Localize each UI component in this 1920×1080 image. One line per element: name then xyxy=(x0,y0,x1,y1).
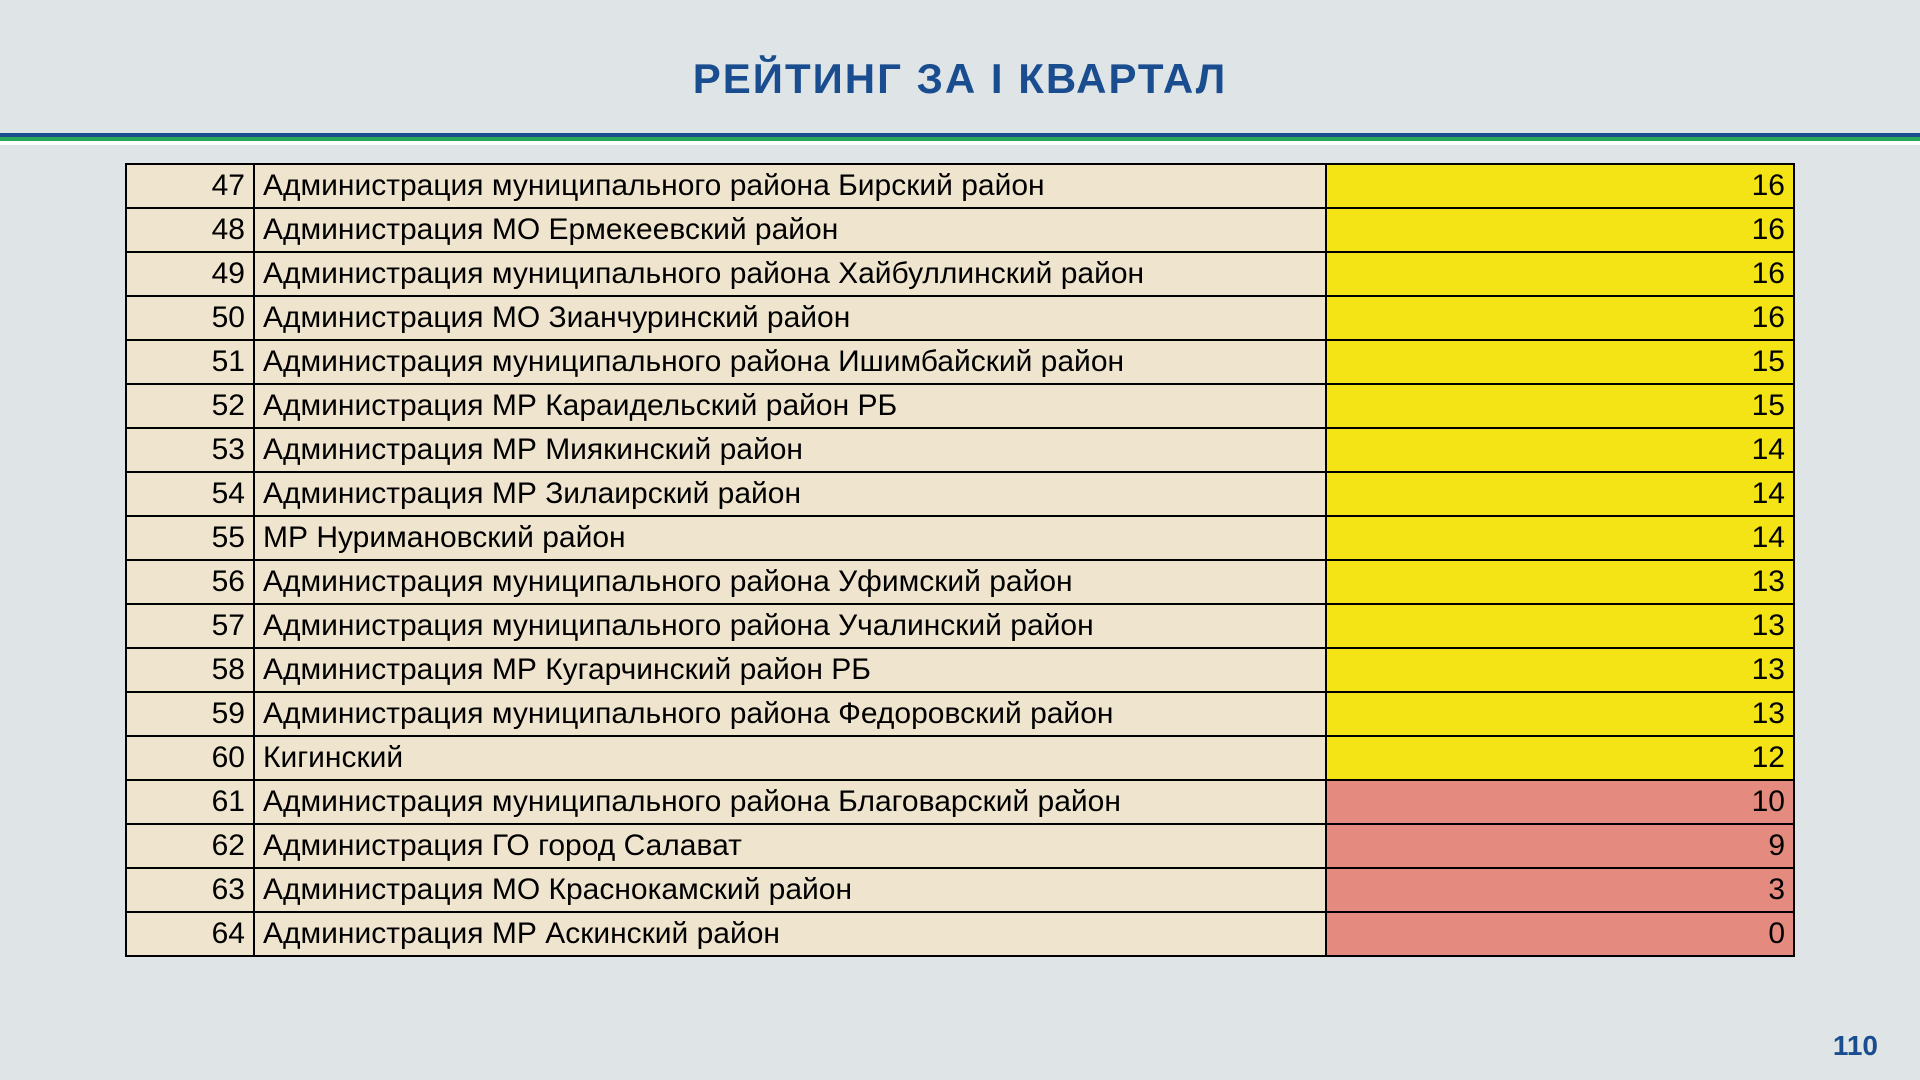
name-cell: Администрация муниципального района Учал… xyxy=(254,604,1326,648)
score-cell: 10 xyxy=(1326,780,1794,824)
score-cell: 16 xyxy=(1326,208,1794,252)
rank-cell: 53 xyxy=(126,428,254,472)
table-row: 52Администрация МР Караидельский район Р… xyxy=(126,384,1794,428)
table-row: 49Администрация муниципального района Ха… xyxy=(126,252,1794,296)
table-row: 59Администрация муниципального района Фе… xyxy=(126,692,1794,736)
table-row: 53Администрация МР Миякинский район14 xyxy=(126,428,1794,472)
rank-cell: 58 xyxy=(126,648,254,692)
name-cell: Администрация муниципального района Бирс… xyxy=(254,164,1326,208)
rank-cell: 57 xyxy=(126,604,254,648)
rating-table-body: 47Администрация муниципального района Би… xyxy=(126,164,1794,956)
score-cell: 14 xyxy=(1326,428,1794,472)
name-cell: Администрация муниципального района Благ… xyxy=(254,780,1326,824)
rank-cell: 48 xyxy=(126,208,254,252)
name-cell: Администрация ГО город Салават xyxy=(254,824,1326,868)
score-cell: 16 xyxy=(1326,296,1794,340)
table-row: 58Администрация МР Кугарчинский район РБ… xyxy=(126,648,1794,692)
table-row: 57Администрация муниципального района Уч… xyxy=(126,604,1794,648)
name-cell: Администрация МО Ермекеевский район xyxy=(254,208,1326,252)
rank-cell: 61 xyxy=(126,780,254,824)
table-row: 55МР Нуримановский район14 xyxy=(126,516,1794,560)
table-row: 51Администрация муниципального района Иш… xyxy=(126,340,1794,384)
score-cell: 16 xyxy=(1326,164,1794,208)
rating-table: 47Администрация муниципального района Би… xyxy=(125,163,1795,957)
table-row: 64Администрация МР Аскинский район0 xyxy=(126,912,1794,956)
score-cell: 9 xyxy=(1326,824,1794,868)
name-cell: Администрация МР Миякинский район xyxy=(254,428,1326,472)
rank-cell: 64 xyxy=(126,912,254,956)
page-title: РЕЙТИНГ ЗА I КВАРТАЛ xyxy=(0,0,1920,133)
score-cell: 3 xyxy=(1326,868,1794,912)
score-cell: 13 xyxy=(1326,560,1794,604)
rank-cell: 52 xyxy=(126,384,254,428)
name-cell: Администрация МР Караидельский район РБ xyxy=(254,384,1326,428)
rank-cell: 56 xyxy=(126,560,254,604)
table-row: 63Администрация МО Краснокамский район3 xyxy=(126,868,1794,912)
rank-cell: 50 xyxy=(126,296,254,340)
name-cell: Администрация муниципального района Ишим… xyxy=(254,340,1326,384)
rank-cell: 54 xyxy=(126,472,254,516)
rank-cell: 55 xyxy=(126,516,254,560)
score-cell: 13 xyxy=(1326,692,1794,736)
table-row: 50Администрация МО Зианчуринский район16 xyxy=(126,296,1794,340)
rank-cell: 49 xyxy=(126,252,254,296)
table-row: 56Администрация муниципального района Уф… xyxy=(126,560,1794,604)
score-cell: 13 xyxy=(1326,604,1794,648)
rating-table-wrap: 47Администрация муниципального района Би… xyxy=(125,163,1795,957)
score-cell: 15 xyxy=(1326,384,1794,428)
score-cell: 14 xyxy=(1326,472,1794,516)
rank-cell: 62 xyxy=(126,824,254,868)
table-row: 48Администрация МО Ермекеевский район16 xyxy=(126,208,1794,252)
table-row: 62Администрация ГО город Салават9 xyxy=(126,824,1794,868)
name-cell: Администрация МР Аскинский район xyxy=(254,912,1326,956)
table-row: 60Кигинский12 xyxy=(126,736,1794,780)
rank-cell: 60 xyxy=(126,736,254,780)
table-row: 47Администрация муниципального района Би… xyxy=(126,164,1794,208)
name-cell: Администрация МО Краснокамский район xyxy=(254,868,1326,912)
name-cell: Администрация МО Зианчуринский район xyxy=(254,296,1326,340)
score-cell: 15 xyxy=(1326,340,1794,384)
score-cell: 12 xyxy=(1326,736,1794,780)
name-cell: Кигинский xyxy=(254,736,1326,780)
decor-lines xyxy=(0,133,1920,145)
name-cell: МР Нуримановский район xyxy=(254,516,1326,560)
rank-cell: 63 xyxy=(126,868,254,912)
rank-cell: 51 xyxy=(126,340,254,384)
name-cell: Администрация МР Зилаирский район xyxy=(254,472,1326,516)
name-cell: Администрация МР Кугарчинский район РБ xyxy=(254,648,1326,692)
score-cell: 14 xyxy=(1326,516,1794,560)
score-cell: 13 xyxy=(1326,648,1794,692)
slide: РЕЙТИНГ ЗА I КВАРТАЛ 47Администрация мун… xyxy=(0,0,1920,1080)
table-row: 61Администрация муниципального района Бл… xyxy=(126,780,1794,824)
table-row: 54Администрация МР Зилаирский район14 xyxy=(126,472,1794,516)
rank-cell: 59 xyxy=(126,692,254,736)
score-cell: 16 xyxy=(1326,252,1794,296)
rank-cell: 47 xyxy=(126,164,254,208)
name-cell: Администрация муниципального района Хайб… xyxy=(254,252,1326,296)
page-number: 110 xyxy=(1833,1030,1878,1062)
name-cell: Администрация муниципального района Федо… xyxy=(254,692,1326,736)
decor-line-3 xyxy=(0,141,1920,145)
score-cell: 0 xyxy=(1326,912,1794,956)
name-cell: Администрация муниципального района Уфим… xyxy=(254,560,1326,604)
